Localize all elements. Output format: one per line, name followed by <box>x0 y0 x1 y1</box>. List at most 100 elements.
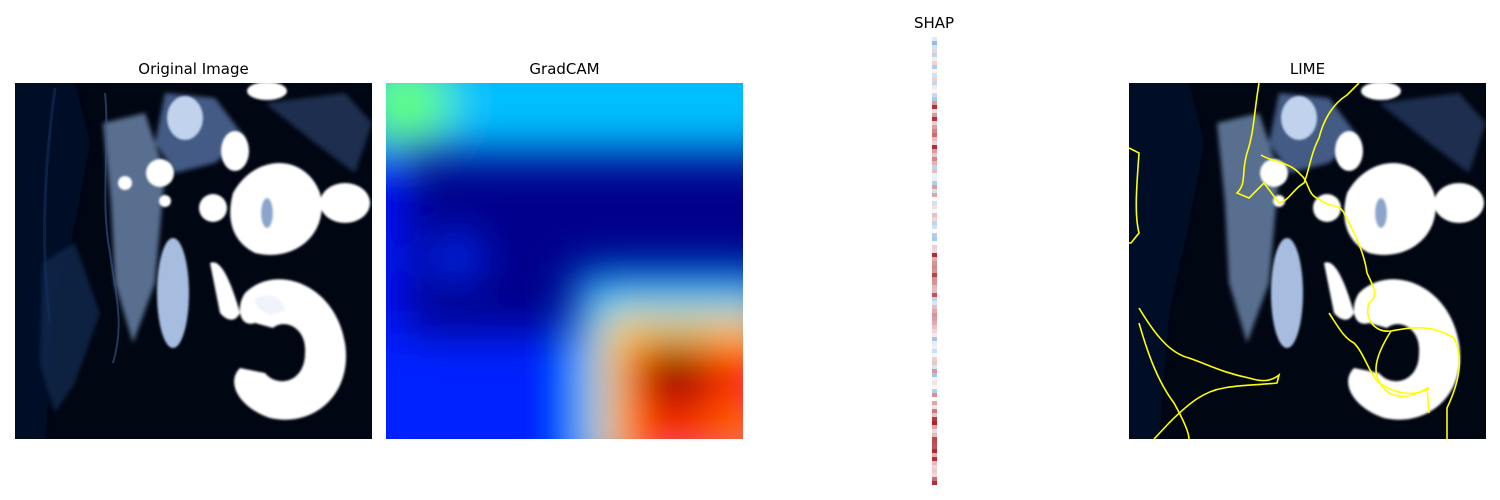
shap-cell <box>932 77 937 82</box>
shap-cell <box>932 457 937 462</box>
shap-cell <box>932 209 937 214</box>
shap-cell <box>932 101 937 106</box>
shap-cell <box>932 69 937 74</box>
shap-cell <box>932 213 937 218</box>
shap-cell <box>932 481 937 485</box>
shap-cell <box>932 253 937 258</box>
shap-strip <box>932 37 937 485</box>
shap-cell <box>932 229 937 234</box>
shap-cell <box>932 289 937 294</box>
shap-cell <box>932 349 937 354</box>
shap-cell <box>932 425 937 430</box>
shap-title: SHAP <box>913 14 955 32</box>
shap-cell <box>932 65 937 70</box>
shap-cell <box>932 365 937 370</box>
shap-cell <box>932 125 937 130</box>
shap-cell <box>932 353 937 358</box>
shap-cell <box>932 193 937 198</box>
shap-cell <box>932 233 937 238</box>
shap-cell <box>932 249 937 254</box>
shap-cell <box>932 465 937 470</box>
original-image-title: Original Image <box>138 60 249 78</box>
shap-cell <box>932 285 937 290</box>
shap-cell <box>932 417 937 422</box>
shap-cell <box>932 85 937 90</box>
shap-cell <box>932 237 937 242</box>
shap-cell <box>932 53 937 58</box>
shap-cell <box>932 97 937 102</box>
shap-cell <box>932 413 937 418</box>
shap-cell <box>932 389 937 394</box>
shap-cell <box>932 165 937 170</box>
shap-cell <box>932 265 937 270</box>
shap-cell <box>932 269 937 274</box>
shap-cell <box>932 81 937 86</box>
shap-cell <box>932 189 937 194</box>
shap-cell <box>932 109 937 114</box>
shap-cell <box>932 117 937 122</box>
shap-cell <box>932 173 937 178</box>
shap-cell <box>932 241 937 246</box>
shap-cell <box>932 409 937 414</box>
shap-cell <box>932 105 937 110</box>
shap-cell <box>932 357 937 362</box>
shap-cell <box>932 317 937 322</box>
shap-cell <box>932 149 937 154</box>
shap-cell <box>932 301 937 306</box>
shap-cell <box>932 161 937 166</box>
shap-cell <box>932 61 937 66</box>
shap-cell <box>932 281 937 286</box>
shap-cell <box>932 477 937 482</box>
shap-cell <box>932 385 937 390</box>
shap-cell <box>932 145 937 150</box>
shap-cell <box>932 473 937 478</box>
shap-cell <box>932 181 937 186</box>
shap-cell <box>932 113 937 118</box>
shap-cell <box>932 137 937 142</box>
shap-cell <box>932 441 937 446</box>
shap-cell <box>932 217 937 222</box>
shap-cell <box>932 201 937 206</box>
shap-cell <box>932 469 937 474</box>
shap-cell <box>932 309 937 314</box>
shap-cell <box>932 41 937 46</box>
shap-cell <box>932 373 937 378</box>
shap-cell <box>932 141 937 146</box>
shap-cell <box>932 257 937 262</box>
gradcam-heatmap <box>386 83 743 439</box>
shap-cell <box>932 153 937 158</box>
shap-cell <box>932 57 937 62</box>
shap-cell <box>932 169 937 174</box>
lime-title: LIME <box>1289 60 1326 78</box>
shap-cell <box>932 341 937 346</box>
shap-cell <box>932 449 937 454</box>
shap-cell <box>932 445 937 450</box>
shap-cell <box>932 333 937 338</box>
gradcam-title: GradCAM <box>529 60 600 78</box>
shap-cell <box>932 277 937 282</box>
shap-cell <box>932 245 937 250</box>
shap-cell <box>932 429 937 434</box>
shap-cell <box>932 393 937 398</box>
shap-cell <box>932 397 937 402</box>
shap-cell <box>932 433 937 438</box>
shap-cell <box>932 377 937 382</box>
shap-cell <box>932 381 937 386</box>
shap-cell <box>932 133 937 138</box>
shap-cell <box>932 225 937 230</box>
shap-cell <box>932 221 937 226</box>
shap-cell <box>932 453 937 458</box>
shap-cell <box>932 337 937 342</box>
shap-cell <box>932 293 937 298</box>
shap-cell <box>932 273 937 278</box>
shap-cell <box>932 129 937 134</box>
shap-cell <box>932 157 937 162</box>
shap-cell <box>932 177 937 182</box>
shap-cell <box>932 89 937 94</box>
shap-cell <box>932 437 937 442</box>
shap-cell <box>932 361 937 366</box>
shap-cell <box>932 205 937 210</box>
shap-cell <box>932 345 937 350</box>
shap-cell <box>932 93 937 98</box>
shap-cell <box>932 405 937 410</box>
